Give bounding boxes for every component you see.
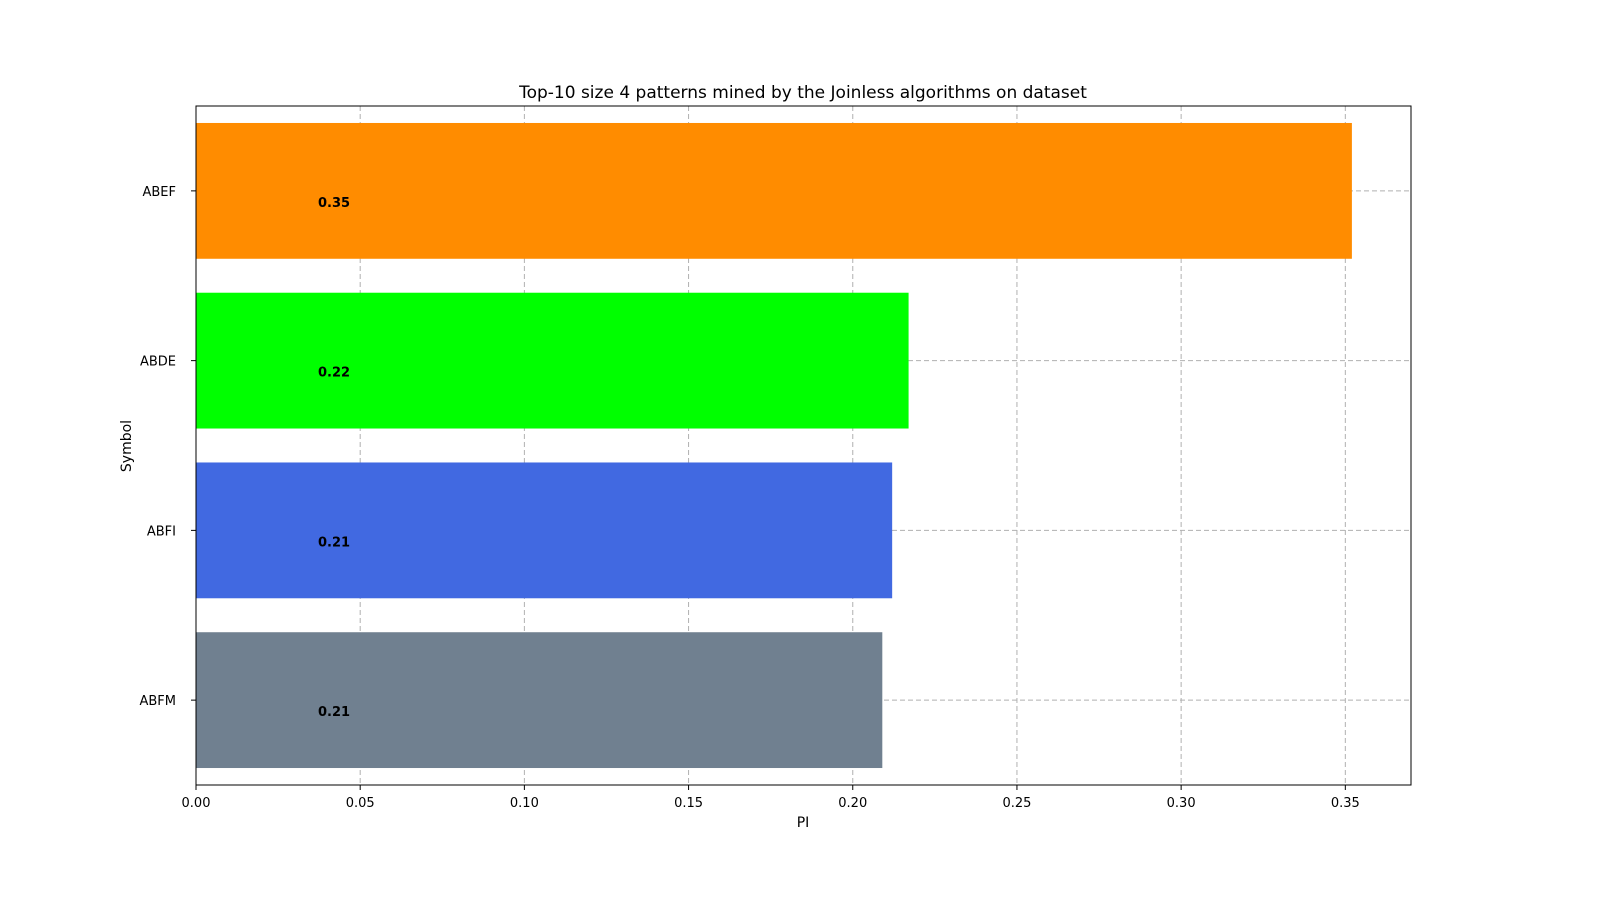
x-tick-label: 0.25 (1002, 796, 1031, 811)
data-label: 0.22 (318, 366, 350, 381)
bar-abfi (196, 462, 893, 599)
x-tick-label: 0.15 (674, 796, 703, 811)
x-tick-label: 0.35 (1331, 796, 1360, 811)
y-tick-label: ABEF (142, 185, 176, 200)
bar-abef (196, 122, 1352, 259)
y-tick-label: ABDE (140, 355, 176, 370)
x-tick-label: 0.20 (838, 796, 867, 811)
y-axis-label: Symbol (119, 420, 135, 472)
x-axis-label: PI (797, 815, 810, 831)
y-tick-label: ABFI (147, 524, 176, 539)
plot-frame (195, 105, 1412, 786)
bars (196, 122, 1352, 769)
data-label: 0.35 (318, 196, 350, 211)
bar-abde (196, 292, 909, 429)
x-axis-ticks: 0.00 0.05 0.10 0.15 0.20 0.25 0.30 0.35 (182, 785, 1360, 811)
y-tick-label: ABFM (139, 694, 176, 709)
data-labels: 0.35 0.22 0.21 0.21 (318, 196, 350, 720)
data-label: 0.21 (318, 535, 350, 550)
x-tick-label: 0.30 (1167, 796, 1196, 811)
chart-title: Top-10 size 4 patterns mined by the Join… (518, 83, 1087, 103)
x-tick-label: 0.05 (346, 796, 375, 811)
y-axis-ticks: ABEF ABDE ABFI ABFM (139, 185, 196, 709)
x-tick-label: 0.10 (510, 796, 539, 811)
data-label: 0.21 (318, 705, 350, 720)
x-tick-label: 0.00 (182, 796, 211, 811)
bar-abfm (196, 632, 883, 769)
